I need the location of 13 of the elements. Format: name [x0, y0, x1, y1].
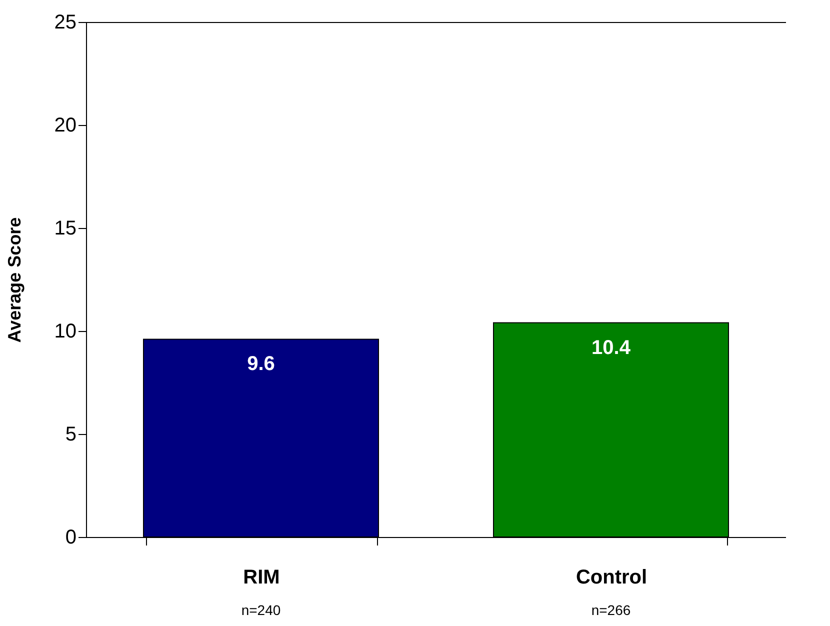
y-tick-label: 5: [65, 424, 76, 446]
y-tick-label: 10: [54, 320, 76, 342]
y-tick-label: 15: [54, 218, 76, 240]
data-label: 10.4: [592, 336, 632, 359]
x-tick-label: Control: [576, 566, 648, 588]
text: n=266: [591, 602, 631, 618]
data-label: 9.6: [247, 353, 275, 376]
x-tick-label: RIM: [243, 566, 280, 588]
text: n=240: [241, 602, 281, 618]
y-axis-title: Average Score: [4, 217, 24, 343]
y-tick-label: 25: [54, 12, 76, 34]
y-tick-label: 0: [65, 526, 76, 548]
y-tick-label: 20: [54, 114, 76, 136]
